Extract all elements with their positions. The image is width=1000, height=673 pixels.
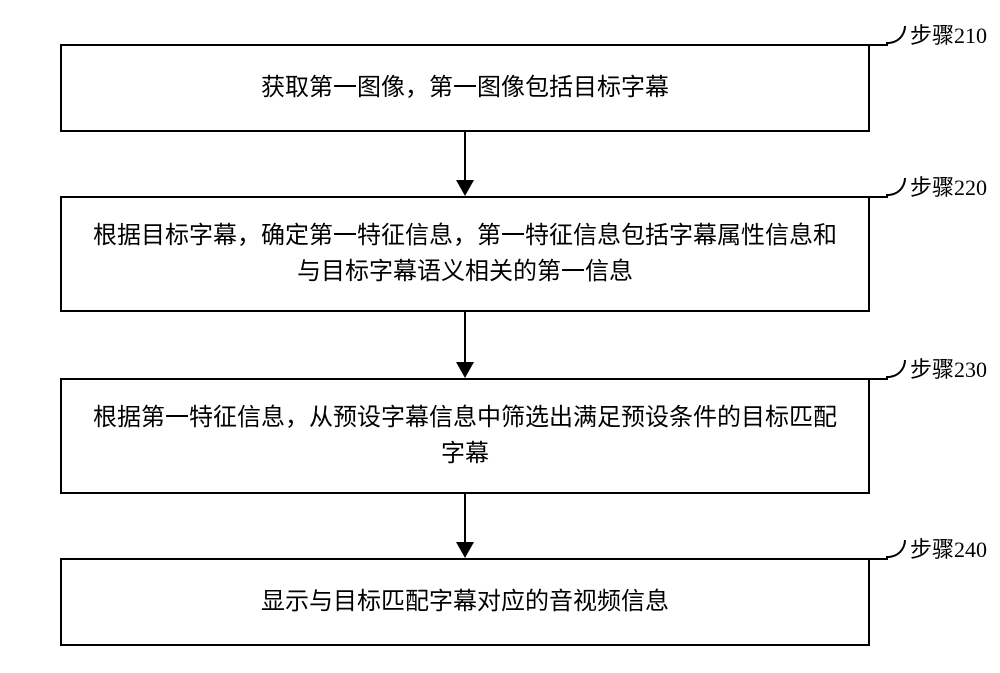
callout-line-3 — [870, 378, 888, 380]
flow-node-1: 获取第一图像，第一图像包括目标字幕 — [60, 44, 870, 132]
callout-hook-3 — [886, 360, 906, 378]
flow-node-3-text: 根据第一特征信息，从预设字幕信息中筛选出满足预设条件的目标匹配字幕 — [82, 400, 848, 472]
step-label-210: 步骤210 — [910, 18, 987, 50]
flow-node-1-text: 获取第一图像，第一图像包括目标字幕 — [261, 70, 669, 106]
flow-node-2: 根据目标字幕，确定第一特征信息，第一特征信息包括字幕属性信息和与目标字幕语义相关… — [60, 196, 870, 312]
callout-hook-2 — [886, 178, 906, 196]
callout-line-1 — [870, 44, 888, 46]
flow-node-4: 显示与目标匹配字幕对应的音视频信息 — [60, 558, 870, 646]
flow-node-2-text: 根据目标字幕，确定第一特征信息，第一特征信息包括字幕属性信息和与目标字幕语义相关… — [82, 218, 848, 290]
step-label-220: 步骤220 — [910, 170, 987, 202]
step-label-240: 步骤240 — [910, 532, 987, 564]
callout-hook-4 — [886, 540, 906, 558]
flow-node-4-text: 显示与目标匹配字幕对应的音视频信息 — [261, 584, 669, 620]
flowchart-canvas: 获取第一图像，第一图像包括目标字幕 根据目标字幕，确定第一特征信息，第一特征信息… — [0, 0, 1000, 673]
callout-line-2 — [870, 196, 888, 198]
arrow-3-head — [456, 542, 474, 558]
flow-node-3: 根据第一特征信息，从预设字幕信息中筛选出满足预设条件的目标匹配字幕 — [60, 378, 870, 494]
callout-line-4 — [870, 558, 888, 560]
arrow-1-line — [464, 132, 466, 180]
arrow-2-line — [464, 312, 466, 362]
callout-hook-1 — [886, 26, 906, 44]
arrow-2-head — [456, 362, 474, 378]
step-label-230: 步骤230 — [910, 352, 987, 384]
arrow-3-line — [464, 494, 466, 542]
arrow-1-head — [456, 180, 474, 196]
